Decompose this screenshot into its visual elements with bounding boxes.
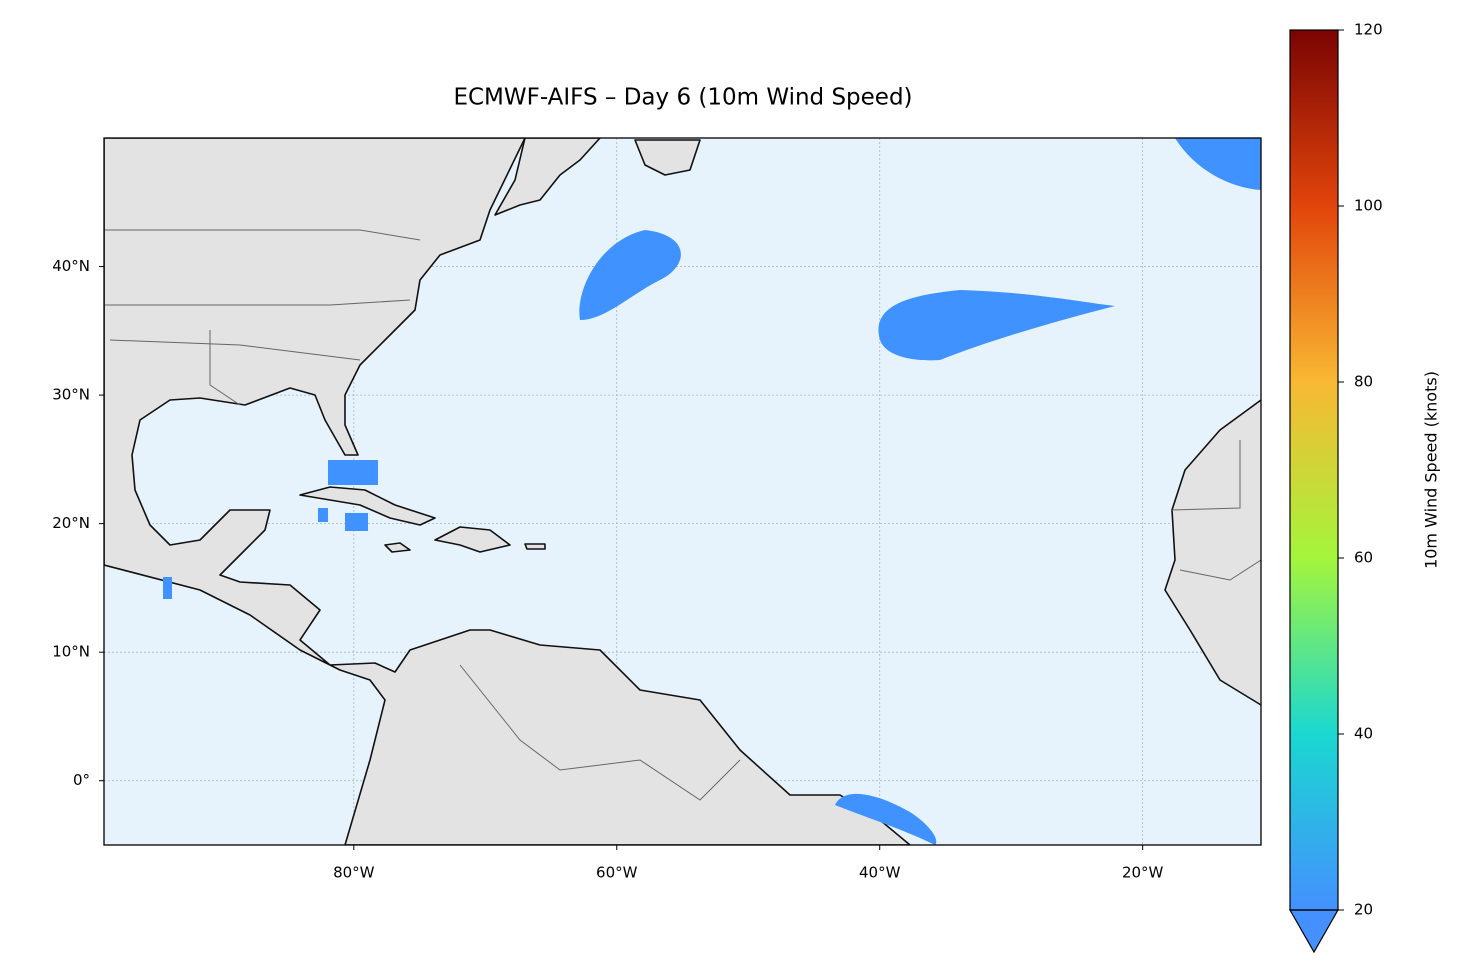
y-tick-label: 20°N (52, 514, 90, 532)
y-tick-label: 10°N (52, 643, 90, 661)
nova-scotia (494, 138, 601, 216)
x-tick-label: 40°W (859, 864, 901, 882)
jamaica (384, 542, 411, 553)
colorbar-tick-label: 80 (1354, 373, 1373, 391)
y-tick-label: 30°N (52, 386, 90, 404)
wind-layer (163, 138, 1261, 845)
colorbar-extension (1288, 909, 1340, 954)
newfoundland (634, 139, 701, 176)
wind-area (345, 513, 368, 531)
wind-area (579, 230, 681, 320)
hispaniola (434, 526, 511, 553)
colorbar-tick-label: 60 (1354, 549, 1373, 567)
colorbar (1290, 30, 1338, 910)
x-tick-label: 20°W (1122, 864, 1164, 882)
africa (1164, 399, 1261, 706)
americas (104, 138, 911, 845)
wind-area (163, 577, 172, 599)
borders (104, 229, 421, 241)
map-frame (103, 137, 1262, 846)
borders (104, 299, 411, 306)
borders (1171, 440, 1241, 511)
borders (209, 330, 241, 406)
y-tick-label: 0° (73, 771, 90, 789)
colorbar-frame (1289, 29, 1339, 911)
wind-area (328, 460, 378, 485)
colorbar-tick-label: 100 (1354, 197, 1383, 215)
land-layer (104, 138, 1261, 845)
x-tick-label: 80°W (333, 864, 375, 882)
borders (109, 339, 361, 361)
cuba (299, 486, 436, 526)
colorbar-tick-label: 120 (1354, 21, 1383, 39)
x-tick-label: 60°W (596, 864, 638, 882)
borders (1179, 559, 1261, 581)
wind-area (878, 290, 1115, 361)
chart-title: ECMWF-AIFS – Day 6 (10m Wind Speed) (453, 85, 912, 111)
colorbar-label: 10m Wind Speed (knots) (1422, 371, 1441, 569)
wind-area (1175, 138, 1261, 190)
puerto-rico (524, 543, 546, 550)
colorbar-tick-label: 20 (1354, 901, 1373, 919)
borders (459, 664, 741, 801)
colorbar-tick-label: 40 (1354, 725, 1373, 743)
wind-area (835, 793, 937, 845)
wind-area (318, 508, 328, 522)
y-tick-label: 40°N (52, 257, 90, 275)
